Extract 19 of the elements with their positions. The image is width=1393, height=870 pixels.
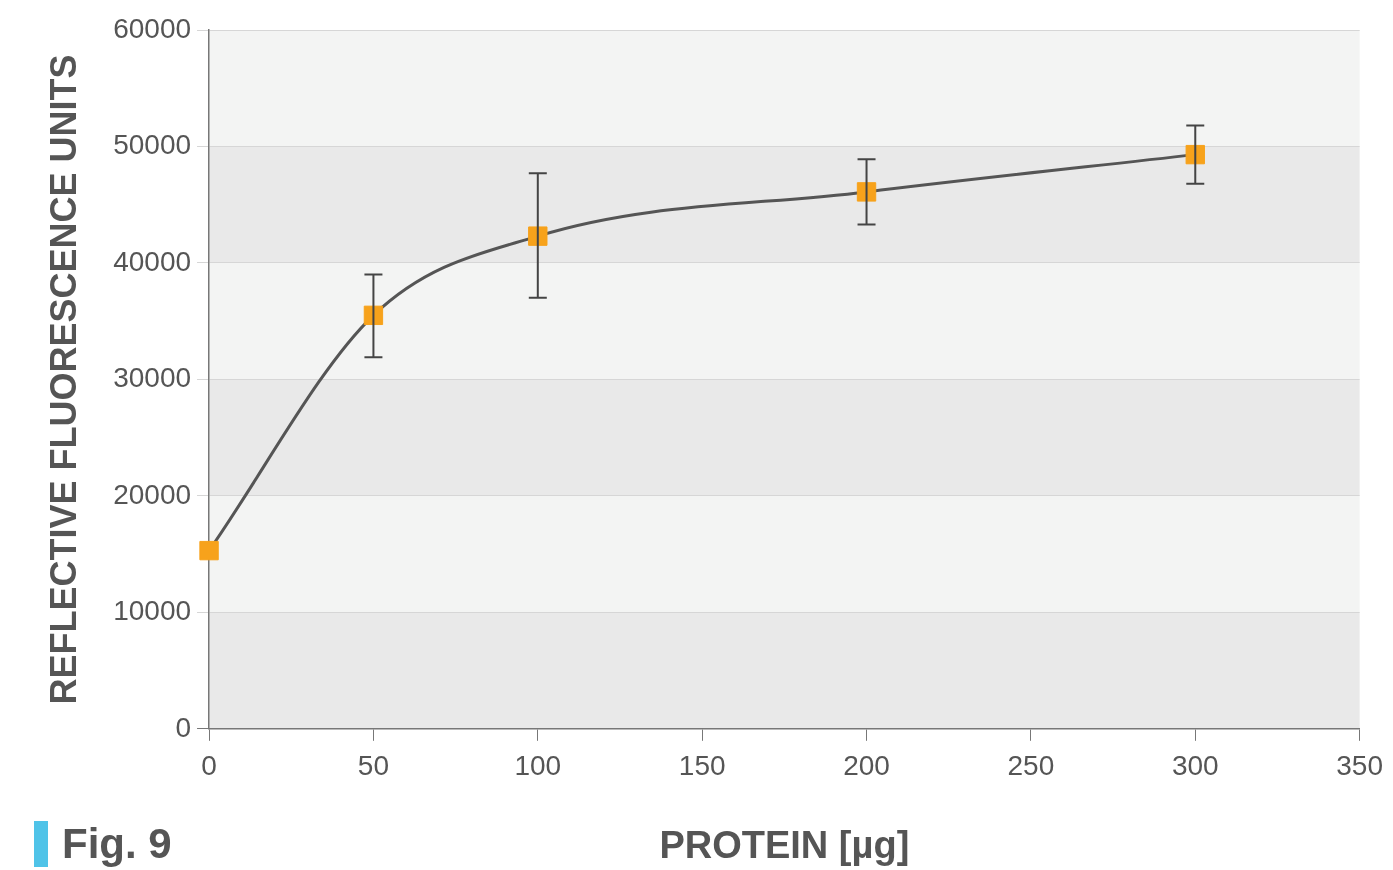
x-tick-label: 250	[1007, 750, 1055, 782]
y-tick-label: 30000	[113, 362, 192, 394]
y-tick-label: 40000	[113, 245, 192, 277]
x-tick-label: 100	[514, 750, 562, 782]
y-axis-title: REFLECTIVE FLUORESCENCE UNITS	[42, 54, 84, 705]
y-tick-label: 60000	[113, 12, 192, 44]
x-tick-label: 300	[1171, 750, 1219, 782]
x-tick-label: 150	[678, 750, 726, 782]
y-tick-label: 10000	[113, 595, 192, 627]
caption: Fig. 9	[62, 820, 172, 868]
y-tick-label: 0	[175, 711, 192, 743]
x-tick-label: 50	[357, 750, 390, 782]
x-tick-label: 350	[1336, 750, 1383, 782]
x-tick-label: 0	[201, 750, 217, 782]
y-tick-label: 20000	[113, 478, 192, 510]
x-axis-title: PROTEIN [µg]	[659, 823, 910, 866]
point	[199, 540, 219, 561]
y-tick-label: 50000	[113, 129, 192, 161]
x-tick-label: 200	[843, 750, 890, 782]
